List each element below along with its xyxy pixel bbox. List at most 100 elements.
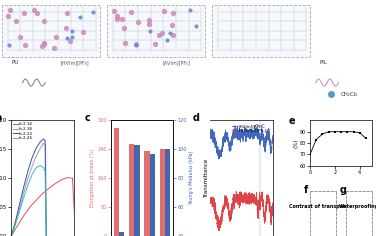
Point: [128, 10, 134, 14]
Y-axis label: Transmittance: Transmittance: [204, 159, 209, 198]
Bar: [150, 154, 155, 236]
Point: [7, 8, 13, 12]
f=2.18: [17, 207, 22, 210]
Point: [119, 17, 125, 21]
f=2.26: [38, 164, 42, 167]
Line: P([HVIm][PF₆]): P([HVIm][PF₆]): [211, 192, 273, 231]
Text: b: b: [0, 114, 1, 123]
Bar: [165, 149, 170, 236]
Bar: [259, 120, 261, 236]
Point: [22, 44, 28, 47]
Point: [5, 15, 11, 18]
Point: [41, 42, 47, 46]
Point: [114, 14, 120, 18]
Point: [135, 20, 141, 24]
Point: [152, 42, 158, 46]
f=2.26: [30, 173, 34, 176]
[HVIm][PF₆]: [244, 132, 249, 135]
f=2.18: [43, 143, 48, 146]
Line: [HVIm][PF₆]: [HVIm][PF₆]: [211, 126, 273, 159]
P([HVIm][PF₆]): [212, 198, 217, 201]
Point: [146, 18, 152, 21]
Text: Contrast of transparency: Contrast of transparency: [288, 204, 358, 209]
f=2.14: [15, 224, 20, 227]
f=2.14: [53, 183, 57, 185]
Point: [53, 35, 59, 38]
Point: [17, 35, 23, 38]
Text: CH₂Cl₂: CH₂Cl₂: [340, 92, 358, 97]
Bar: [114, 128, 119, 236]
Legend: f=2.14, f=2.18, f=2.22, f=2.26: f=2.14, f=2.18, f=2.22, f=2.26: [14, 122, 33, 140]
Point: [156, 33, 162, 37]
Bar: [119, 232, 124, 236]
f=2.14: [34, 199, 38, 202]
P([HVIm][PF₆]): [234, 190, 238, 193]
Text: [HVIm][PF₆]: [HVIm][PF₆]: [61, 60, 89, 65]
Line: f=2.18: f=2.18: [11, 143, 47, 236]
Point: [133, 42, 139, 46]
Text: PIL: PIL: [320, 60, 327, 65]
Bar: [107, 5, 205, 57]
f=2.22: [26, 170, 30, 173]
Point: [64, 11, 70, 15]
f=2.26: [44, 235, 49, 236]
Text: d: d: [193, 114, 200, 123]
f=2.14: [46, 187, 51, 190]
f=2.14: [65, 176, 70, 179]
Point: [41, 19, 47, 23]
f=2.22: [21, 185, 26, 188]
f=2.14: [9, 235, 14, 236]
f=2.18: [41, 142, 46, 145]
f=2.26: [43, 170, 47, 173]
Point: [34, 11, 40, 14]
Point: [161, 9, 167, 13]
f=2.18: [44, 235, 49, 236]
Bar: [134, 145, 139, 236]
Y-axis label: (%): (%): [293, 138, 298, 148]
f=2.14: [70, 177, 75, 180]
Point: [164, 38, 170, 42]
Line: f=2.22: f=2.22: [11, 139, 46, 236]
Bar: [2, 5, 100, 57]
Point: [12, 19, 18, 23]
f=2.26: [41, 166, 46, 169]
Point: [41, 41, 47, 44]
[HVIm][PF₆]: [256, 133, 260, 136]
Point: [51, 46, 57, 50]
f=2.22: [38, 140, 42, 143]
f=2.22: [44, 235, 49, 236]
P([HVIm][PF₆]): [262, 218, 267, 221]
P([HVIm][PF₆]): [256, 208, 260, 211]
f=2.26: [26, 184, 30, 186]
f=2.22: [43, 139, 47, 142]
Point: [193, 24, 199, 28]
f=2.18: [30, 165, 34, 168]
Point: [111, 9, 117, 13]
Point: [31, 8, 37, 12]
f=2.14: [40, 192, 45, 195]
Point: [167, 31, 173, 35]
f=2.18: [13, 222, 18, 225]
Point: [77, 15, 83, 19]
f=2.22: [30, 156, 34, 159]
Point: [147, 29, 153, 33]
Point: [6, 43, 12, 47]
[HVIm][PF₆]: [262, 143, 267, 145]
P([HVIm][PF₆]): [246, 198, 251, 201]
Point: [133, 43, 139, 47]
f=2.18: [9, 235, 14, 236]
f=2.22: [34, 147, 38, 150]
Text: [AVIm][PF₆]: [AVIm][PF₆]: [163, 60, 191, 65]
f=2.26: [21, 196, 26, 199]
f=2.18: [34, 155, 38, 158]
f=2.18: [26, 177, 30, 180]
Point: [159, 31, 165, 35]
Bar: [129, 144, 134, 236]
Line: f=2.14: f=2.14: [11, 178, 76, 236]
Point: [187, 8, 193, 12]
Point: [121, 26, 127, 30]
[HVIm][PF₆]: [246, 133, 251, 135]
Point: [62, 26, 68, 30]
f=2.14: [28, 206, 32, 209]
f=2.18: [38, 147, 42, 150]
